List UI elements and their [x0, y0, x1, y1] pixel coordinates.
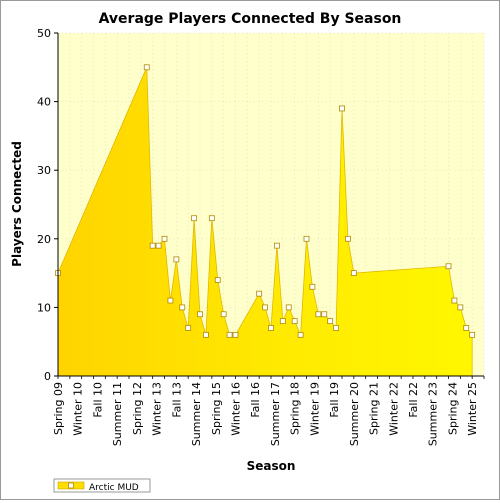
data-point	[185, 325, 192, 331]
data-point	[303, 235, 310, 242]
data-point	[469, 331, 476, 338]
x-tick-label: Spring 18	[289, 382, 302, 435]
x-tick-label: Winter 25	[466, 382, 479, 436]
data-point	[197, 311, 203, 318]
data-point	[149, 242, 156, 249]
data-point	[191, 215, 197, 222]
data-markers	[55, 64, 476, 338]
legend-swatch	[57, 481, 85, 490]
data-point	[333, 325, 339, 331]
data-point	[309, 283, 316, 290]
legend-label: Arctic MUD	[89, 483, 139, 493]
y-axis-label: Players Connected	[10, 141, 24, 267]
data-point	[327, 318, 334, 325]
data-point	[279, 318, 286, 325]
x-tick-label: Winter 19	[308, 382, 321, 436]
x-tick-labels: Spring 09 Winter 10 Fall 10 Summer 11 Spring…	[52, 382, 479, 446]
data-point	[315, 311, 322, 318]
data-point	[297, 331, 304, 338]
y-tick-label: 0	[44, 370, 51, 383]
data-point	[155, 242, 162, 249]
data-point	[143, 64, 150, 71]
x-tick-label: Summer 17	[269, 382, 282, 446]
legend-swatch-marker	[68, 482, 74, 489]
data-point	[457, 304, 464, 311]
x-tick-label: Spring 12	[131, 382, 144, 435]
y-tick-label: 30	[37, 164, 51, 177]
data-point	[321, 311, 328, 318]
x-tick-label: Winter 13	[151, 382, 164, 436]
data-point	[451, 297, 458, 304]
x-tick-label: Summer 20	[348, 382, 361, 446]
data-point	[232, 331, 239, 338]
data-point	[173, 256, 180, 263]
x-tick-label: Summer 14	[190, 382, 203, 446]
data-point	[214, 277, 221, 283]
y-tick-labels: 0 10 20 30 40 50	[37, 27, 51, 383]
data-point	[161, 235, 168, 242]
x-tick-label: Spring 09	[52, 382, 65, 435]
data-point	[463, 325, 470, 331]
data-point	[226, 331, 233, 338]
data-point	[350, 270, 357, 277]
data-point	[291, 318, 298, 325]
y-tick-label: 10	[37, 301, 51, 314]
data-point	[203, 331, 209, 338]
data-point	[167, 297, 174, 304]
data-point	[179, 304, 186, 311]
y-tick-label: 50	[37, 27, 51, 40]
x-tick-label: Fall 10	[91, 382, 104, 418]
y-tick-label: 40	[37, 96, 51, 109]
data-point	[445, 263, 452, 270]
axes	[54, 32, 485, 379]
x-tick-label: Spring 21	[368, 382, 381, 435]
x-tick-label: Fall 19	[328, 382, 341, 418]
x-tick-label: Winter 22	[387, 382, 400, 436]
data-area	[57, 67, 473, 377]
x-tick-label: Fall 16	[249, 382, 262, 418]
data-point	[345, 235, 351, 242]
x-tick-label: Summer 23	[427, 382, 440, 446]
data-point	[208, 215, 215, 222]
x-tick-label: Summer 11	[111, 382, 124, 446]
data-point	[339, 105, 345, 112]
data-point	[274, 242, 280, 249]
x-tick-label: Winter 16	[230, 382, 243, 436]
legend: Arctic MUD	[53, 478, 151, 493]
x-axis-label: Season	[247, 459, 296, 473]
data-point	[268, 325, 274, 331]
x-tick-label: Spring 24	[446, 382, 459, 435]
chart-title: Average Players Connected By Season	[99, 11, 402, 27]
data-point	[262, 304, 268, 311]
series-area	[57, 67, 473, 377]
x-tick-label: Fall 13	[170, 382, 183, 418]
data-point	[256, 290, 263, 297]
x-tick-label: Fall 22	[407, 382, 420, 418]
data-point	[285, 304, 292, 311]
x-tick-label: Spring 15	[210, 382, 223, 435]
x-tick-label: Winter 10	[72, 382, 85, 436]
data-point	[220, 311, 227, 318]
y-tick-label: 20	[37, 233, 51, 246]
